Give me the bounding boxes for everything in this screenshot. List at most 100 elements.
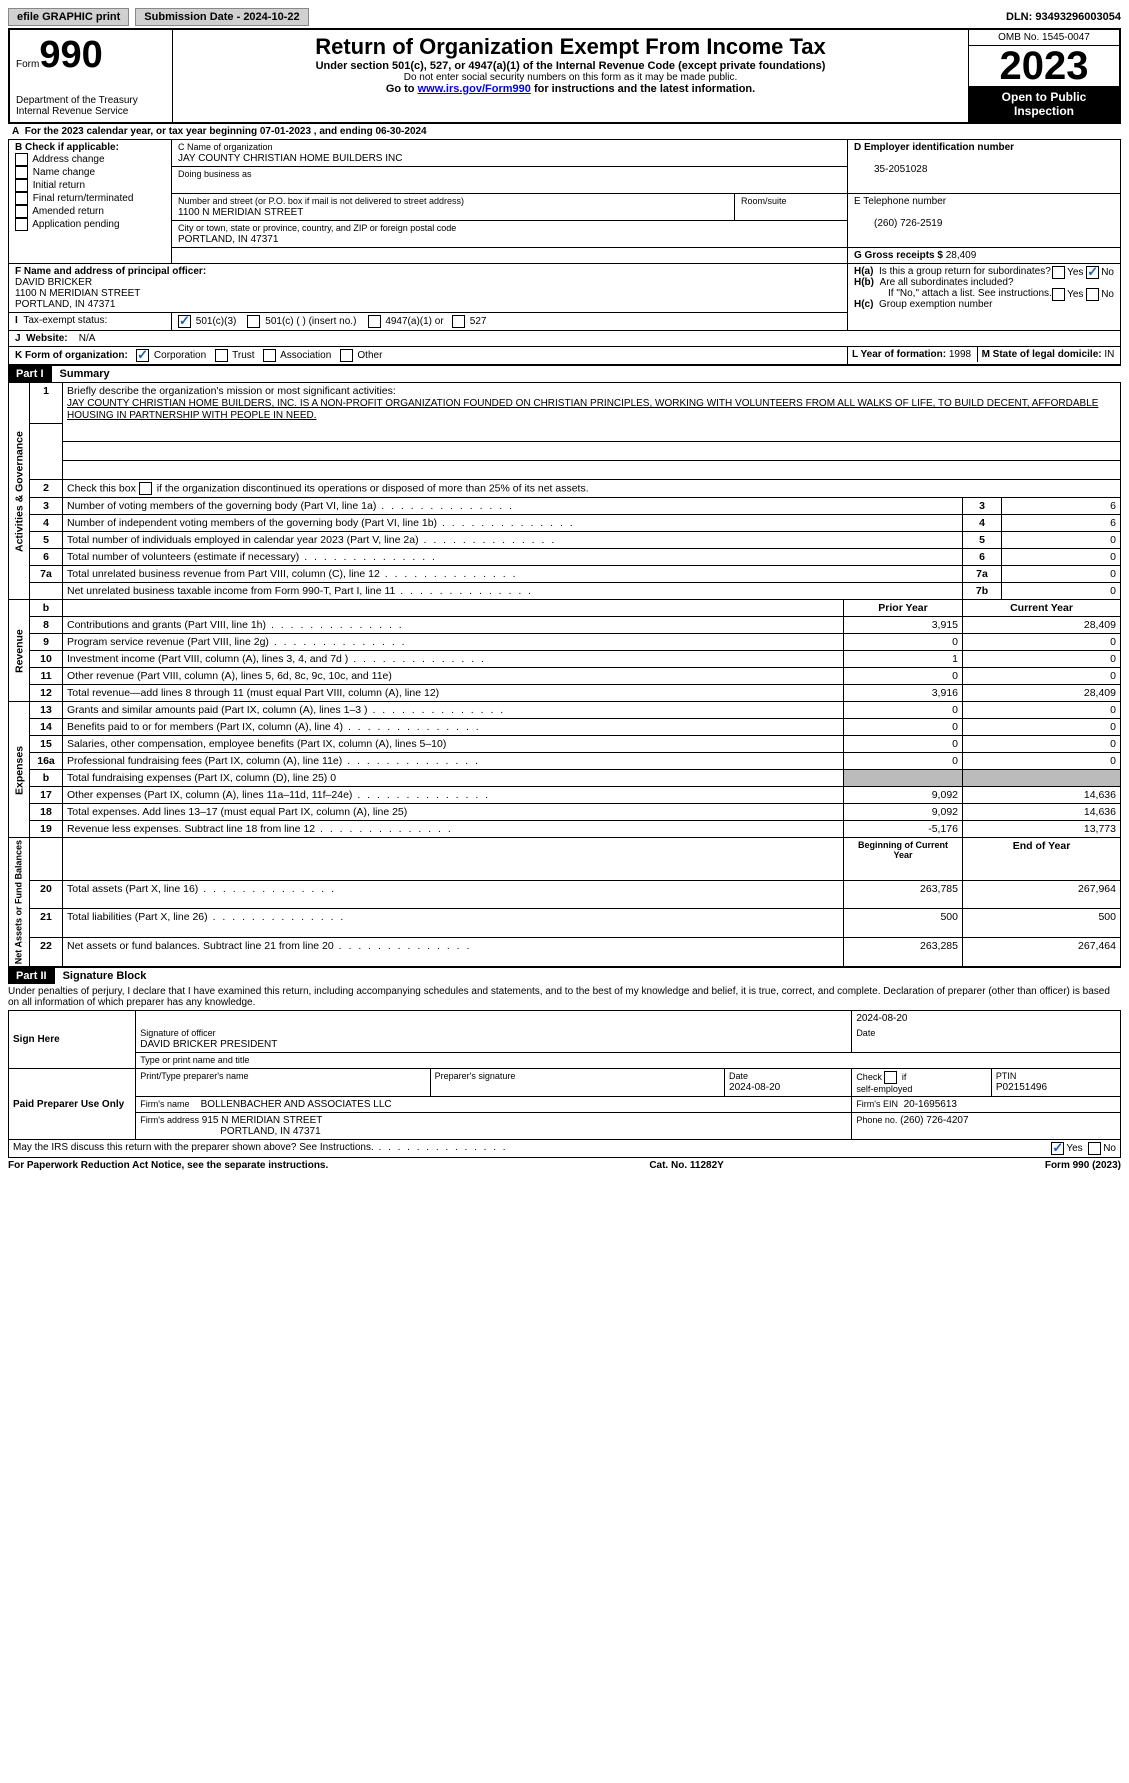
addr-label: Number and street (or P.O. box if mail i… bbox=[178, 196, 464, 206]
submission-date: Submission Date - 2024-10-22 bbox=[135, 8, 308, 26]
topbar: efile GRAPHIC print Submission Date - 20… bbox=[8, 8, 1121, 26]
col-prior: Prior Year bbox=[844, 600, 963, 617]
vert-net-assets: Net Assets or Fund Balances bbox=[9, 838, 30, 967]
org-city: PORTLAND, IN 47371 bbox=[178, 234, 278, 245]
table-row: bTotal fundraising expenses (Part IX, co… bbox=[9, 770, 1121, 787]
table-row: Net unrelated business taxable income fr… bbox=[9, 583, 1121, 600]
open-inspection: Open to Public Inspection bbox=[969, 86, 1119, 122]
summary-table: Activities & Governance 1 Briefly descri… bbox=[8, 382, 1121, 967]
table-row: 16aProfessional fundraising fees (Part I… bbox=[9, 753, 1121, 770]
ha-label: Is this a group return for subordinates? bbox=[879, 266, 1051, 277]
ha-no[interactable] bbox=[1086, 266, 1099, 279]
cb-discontinued[interactable] bbox=[139, 482, 152, 495]
officer-sig-name: DAVID BRICKER PRESIDENT bbox=[140, 1039, 277, 1050]
irs-link[interactable]: www.irs.gov/Form990 bbox=[418, 83, 531, 95]
section-g-label: G Gross receipts $ bbox=[854, 250, 943, 261]
checkbox-amended[interactable] bbox=[15, 205, 28, 218]
cb-501c[interactable] bbox=[247, 315, 260, 328]
dln: DLN: 93493296003054 bbox=[1006, 11, 1121, 23]
form-subtitle-3: Go to www.irs.gov/Form990 for instructio… bbox=[179, 83, 962, 95]
table-row: 14Benefits paid to or for members (Part … bbox=[9, 719, 1121, 736]
table-row: 15Salaries, other compensation, employee… bbox=[9, 736, 1121, 753]
table-row: 9Program service revenue (Part VIII, lin… bbox=[9, 634, 1121, 651]
efile-button[interactable]: efile GRAPHIC print bbox=[8, 8, 129, 26]
cb-other[interactable] bbox=[340, 349, 353, 362]
sig-date: 2024-08-20 bbox=[852, 1011, 1121, 1027]
table-row: 20Total assets (Part X, line 16)263,7852… bbox=[9, 880, 1121, 909]
hb-label: Are all subordinates included? bbox=[880, 277, 1014, 288]
line-a: A For the 2023 calendar year, or tax yea… bbox=[8, 124, 1121, 139]
prep-date: 2024-08-20 bbox=[729, 1082, 780, 1093]
cb-527[interactable] bbox=[452, 315, 465, 328]
irs-yes[interactable] bbox=[1051, 1142, 1064, 1155]
firm-city: PORTLAND, IN 47371 bbox=[140, 1126, 320, 1137]
section-c-name-label: C Name of organization bbox=[178, 142, 273, 152]
section-d-label: D Employer identification number bbox=[854, 142, 1014, 153]
info-block: B Check if applicable: Address change Na… bbox=[8, 139, 1121, 365]
ha-yes[interactable] bbox=[1052, 266, 1065, 279]
dba-label: Doing business as bbox=[178, 169, 252, 179]
checkbox-address-change[interactable] bbox=[15, 153, 28, 166]
hb-note: If "No," attach a list. See instructions… bbox=[854, 288, 1052, 299]
vert-governance: Activities & Governance bbox=[9, 383, 30, 600]
vert-expenses: Expenses bbox=[9, 702, 30, 838]
part1-header: Part I bbox=[8, 366, 52, 382]
form-number: 990 bbox=[39, 34, 102, 76]
cb-trust[interactable] bbox=[215, 349, 228, 362]
footer-right: Form 990 (2023) bbox=[1045, 1160, 1121, 1171]
table-row: 10Investment income (Part VIII, column (… bbox=[9, 651, 1121, 668]
checkbox-final-return[interactable] bbox=[15, 192, 28, 205]
footer-mid: Cat. No. 11282Y bbox=[649, 1160, 723, 1171]
cb-self-emp[interactable] bbox=[884, 1071, 897, 1084]
tax-year: 2023 bbox=[969, 46, 1119, 86]
col-current: Current Year bbox=[963, 600, 1121, 617]
mission-text: JAY COUNTY CHRISTIAN HOME BUILDERS, INC.… bbox=[67, 398, 1098, 421]
irs-discuss: May the IRS discuss this return with the… bbox=[13, 1142, 508, 1153]
section-f-label: F Name and address of principal officer: bbox=[15, 266, 206, 277]
table-row: 19Revenue less expenses. Subtract line 1… bbox=[9, 821, 1121, 838]
section-j-label: Website: bbox=[26, 333, 68, 344]
l1-label: Briefly describe the organization's miss… bbox=[67, 385, 396, 397]
cb-corp[interactable] bbox=[136, 349, 149, 362]
firm-ein: 20-1695613 bbox=[904, 1099, 957, 1110]
footer: For Paperwork Reduction Act Notice, see … bbox=[8, 1160, 1121, 1171]
hc-label: Group exemption number bbox=[879, 299, 992, 310]
table-row: 21Total liabilities (Part X, line 26)500… bbox=[9, 909, 1121, 938]
signature-table: Sign Here 2024-08-20 Signature of office… bbox=[8, 1010, 1121, 1158]
officer-addr: 1100 N MERIDIAN STREET bbox=[15, 288, 140, 299]
org-address: 1100 N MERIDIAN STREET bbox=[178, 207, 303, 218]
checkbox-pending[interactable] bbox=[15, 218, 28, 231]
table-row: 22Net assets or fund balances. Subtract … bbox=[9, 938, 1121, 967]
l2-text: if the organization discontinued its ope… bbox=[157, 482, 589, 494]
officer-city: PORTLAND, IN 47371 bbox=[15, 299, 115, 310]
firm-name: BOLLENBACHER AND ASSOCIATES LLC bbox=[201, 1099, 392, 1110]
part1-title: Summary bbox=[52, 366, 118, 382]
form-title: Return of Organization Exempt From Incom… bbox=[179, 34, 962, 60]
declaration: Under penalties of perjury, I declare th… bbox=[8, 984, 1121, 1010]
table-row: 7aTotal unrelated business revenue from … bbox=[9, 566, 1121, 583]
cb-4947[interactable] bbox=[368, 315, 381, 328]
section-e-label: E Telephone number bbox=[854, 196, 946, 207]
hb-yes[interactable] bbox=[1052, 288, 1065, 301]
telephone: (260) 726-2519 bbox=[854, 218, 942, 229]
room-label: Room/suite bbox=[741, 196, 787, 206]
table-row: 17Other expenses (Part IX, column (A), l… bbox=[9, 787, 1121, 804]
ptin: P02151496 bbox=[996, 1082, 1047, 1093]
firm-addr: 915 N MERIDIAN STREET bbox=[202, 1115, 323, 1126]
checkbox-name-change[interactable] bbox=[15, 166, 28, 179]
paid-preparer: Paid Preparer Use Only bbox=[9, 1069, 136, 1140]
gross-receipts: 28,409 bbox=[946, 250, 977, 261]
org-name: JAY COUNTY CHRISTIAN HOME BUILDERS INC bbox=[178, 153, 402, 164]
checkbox-initial-return[interactable] bbox=[15, 179, 28, 192]
irs-no[interactable] bbox=[1088, 1142, 1101, 1155]
part2-header: Part II bbox=[8, 968, 55, 984]
table-row: 8Contributions and grants (Part VIII, li… bbox=[9, 617, 1121, 634]
footer-left: For Paperwork Reduction Act Notice, see … bbox=[8, 1160, 328, 1171]
section-i-label: Tax-exempt status: bbox=[23, 315, 107, 326]
col-end: End of Year bbox=[963, 838, 1121, 881]
cb-assoc[interactable] bbox=[263, 349, 276, 362]
table-row: 18Total expenses. Add lines 13–17 (must … bbox=[9, 804, 1121, 821]
cb-501c3[interactable] bbox=[178, 315, 191, 328]
hb-no[interactable] bbox=[1086, 288, 1099, 301]
ein: 35-2051028 bbox=[854, 164, 927, 175]
